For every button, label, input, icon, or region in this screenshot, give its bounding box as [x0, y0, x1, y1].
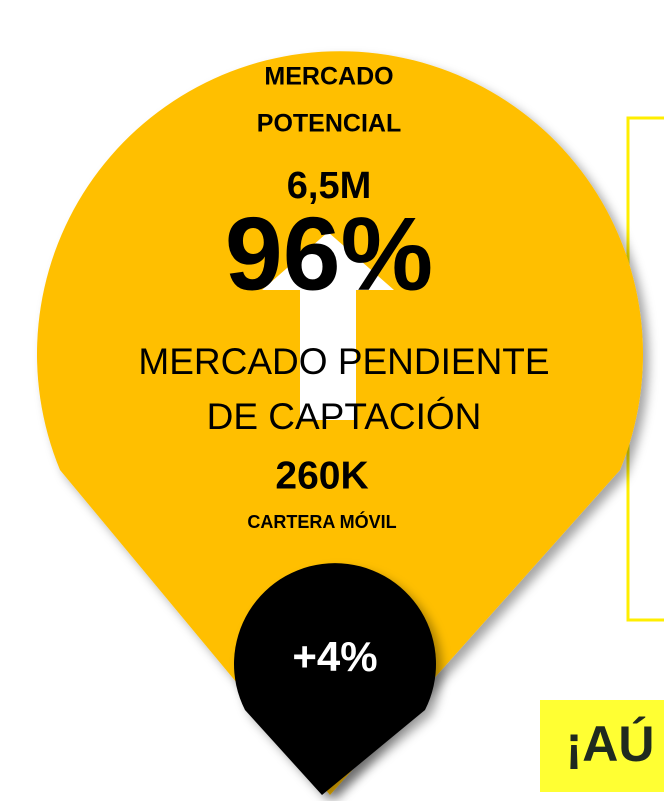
- market-value: 6,5M: [287, 165, 371, 207]
- portfolio-label: CARTERA MÓVIL: [247, 511, 396, 532]
- footer-text: ¡AÚ: [566, 716, 655, 772]
- portfolio-value: 260K: [275, 454, 368, 497]
- pending-line: MERCADO PENDIENTE: [138, 341, 549, 382]
- footer-box: [540, 700, 664, 792]
- yellow-pin: [36, 51, 643, 796]
- heading-line: POTENCIAL: [257, 110, 401, 138]
- growth-value: +4%: [292, 633, 377, 680]
- pending-line: DE CAPTACIÓN: [207, 396, 482, 437]
- share-value: 96%: [225, 196, 433, 312]
- black-pin: [233, 563, 436, 795]
- arrow: [262, 232, 394, 420]
- heading-line: MERCADO: [264, 63, 393, 91]
